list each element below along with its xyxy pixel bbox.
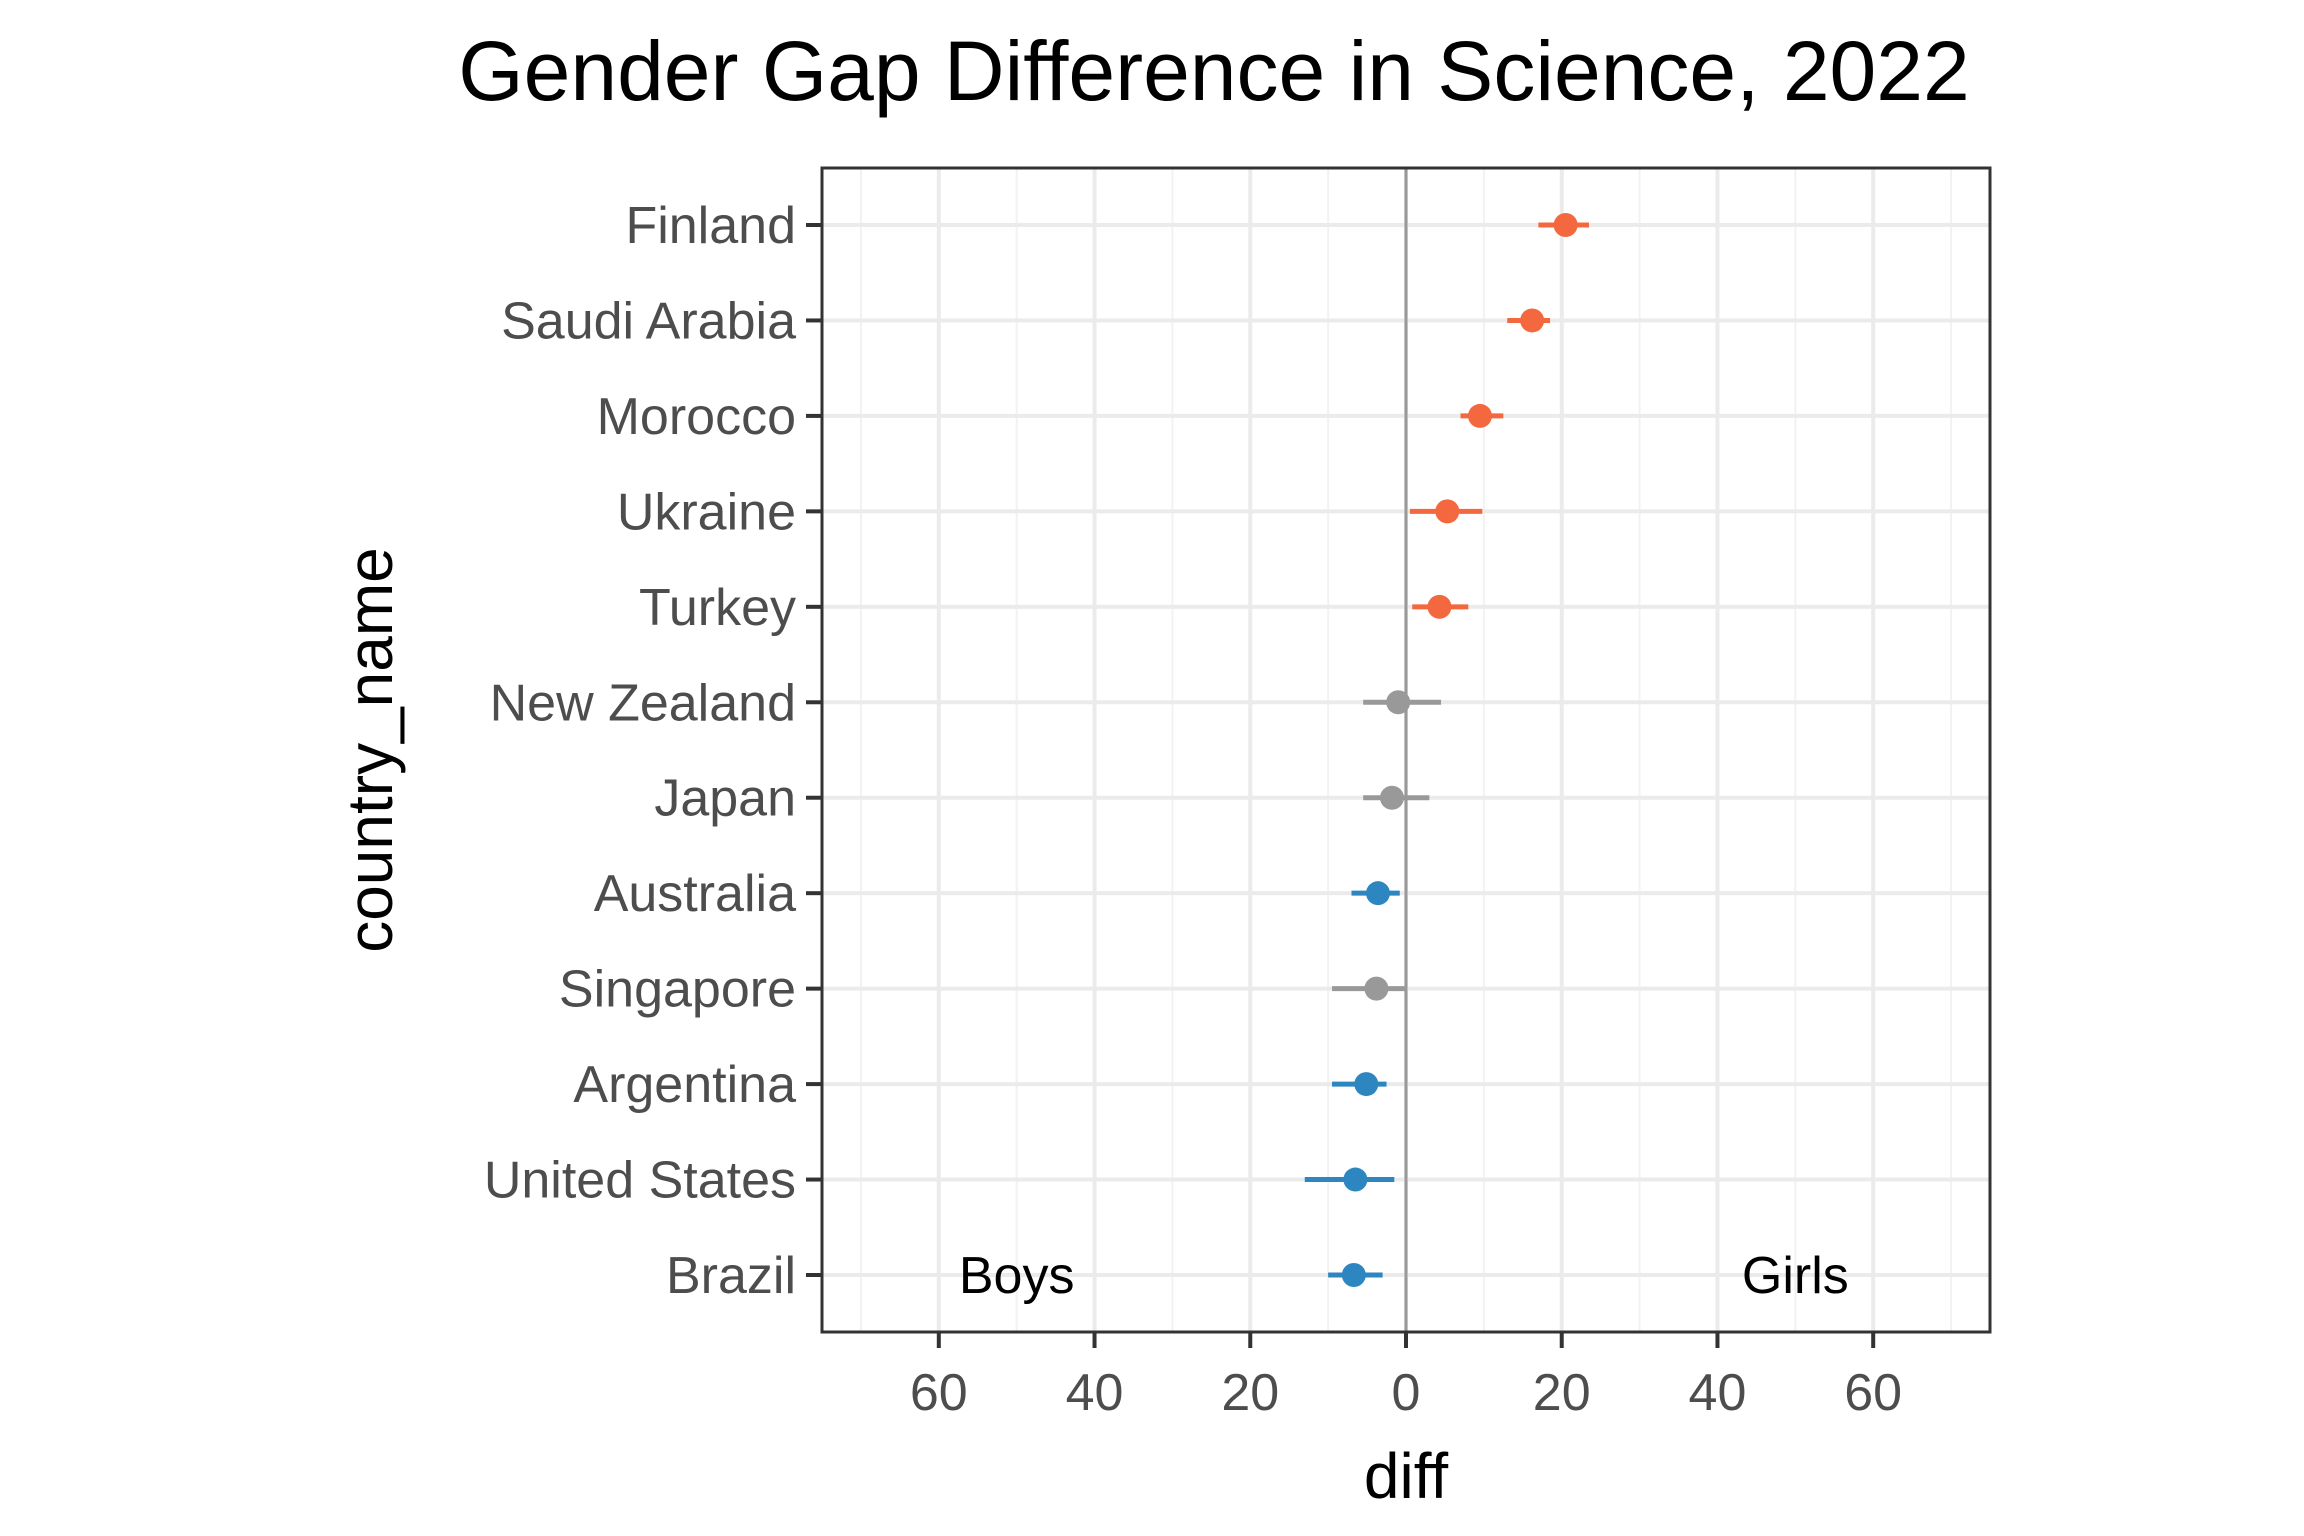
y-tick-label: Morocco <box>597 388 796 446</box>
y-tick-label: Singapore <box>559 961 796 1019</box>
x-tick-label: 20 <box>1221 1364 1279 1422</box>
data-point <box>1379 785 1404 810</box>
data-points <box>1341 213 1578 1287</box>
annotation-girls: Girls <box>1742 1247 1849 1305</box>
y-tick-label: Argentina <box>573 1056 796 1114</box>
chart-title: Gender Gap Difference in Science, 2022 <box>458 24 1969 118</box>
data-point <box>1341 1263 1366 1287</box>
y-tick-label: United States <box>484 1152 796 1210</box>
minor-gridlines <box>859 168 1953 1332</box>
x-axis: 60 40 20 0 20 40 60 <box>910 1332 1902 1422</box>
x-axis-title: diff <box>1364 1440 1448 1512</box>
data-point <box>1467 403 1492 428</box>
data-point <box>1386 690 1411 715</box>
data-point <box>1427 594 1452 619</box>
y-tick-label: Saudi Arabia <box>501 292 796 350</box>
x-tick-label: 60 <box>1844 1364 1902 1422</box>
data-point <box>1364 976 1389 1001</box>
annotation-boys: Boys <box>959 1247 1075 1305</box>
x-tick-label: 20 <box>1533 1364 1591 1422</box>
x-tick-label: 40 <box>1066 1364 1124 1422</box>
data-point <box>1365 881 1390 906</box>
data-point <box>1343 1167 1368 1192</box>
x-tick-label: 0 <box>1392 1364 1421 1422</box>
y-tick-label: Turkey <box>639 579 796 637</box>
y-tick-label: Ukraine <box>617 483 796 541</box>
data-point <box>1553 213 1578 237</box>
data-point <box>1354 1072 1379 1097</box>
x-tick-label: 60 <box>910 1364 968 1422</box>
y-tick-label: Finland <box>625 197 796 255</box>
y-tick-label: New Zealand <box>490 674 796 732</box>
y-axis-title: country_name <box>334 547 406 953</box>
y-tick-label: Australia <box>594 865 796 923</box>
x-tick-label: 40 <box>1689 1364 1747 1422</box>
y-tick-label: Brazil <box>666 1247 796 1305</box>
y-axis: Finland Saudi Arabia Morocco Ukraine Turkey N… <box>484 197 822 1305</box>
y-tick-label: Japan <box>654 770 796 828</box>
data-point <box>1435 499 1460 524</box>
data-point <box>1520 308 1545 333</box>
